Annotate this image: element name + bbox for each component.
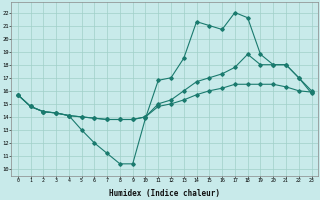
X-axis label: Humidex (Indice chaleur): Humidex (Indice chaleur) bbox=[109, 189, 220, 198]
